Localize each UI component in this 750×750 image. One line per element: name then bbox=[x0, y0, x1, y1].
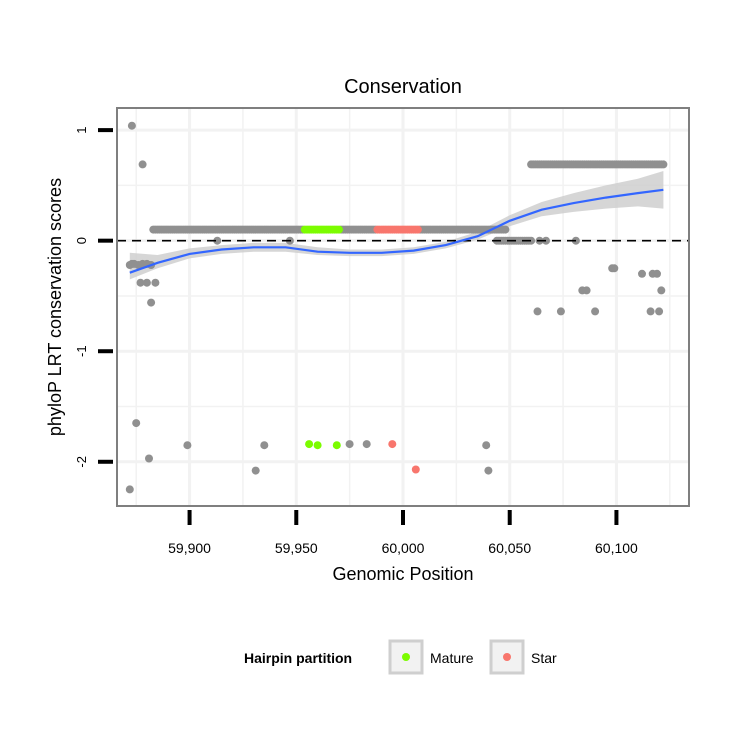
data-point-other bbox=[556, 307, 565, 316]
data-point-other bbox=[142, 278, 151, 287]
legend-key-mature-dot bbox=[402, 653, 410, 661]
data-point-other bbox=[655, 307, 664, 316]
data-point-mature bbox=[335, 225, 343, 234]
panel-border bbox=[116, 107, 690, 507]
data-point-other bbox=[183, 441, 192, 450]
data-point-other bbox=[578, 286, 587, 295]
data-point-other bbox=[362, 440, 371, 449]
x-tick-label: 60,050 bbox=[488, 540, 531, 556]
data-point-star bbox=[411, 465, 420, 474]
y-axis-label: phyloP LRT conservation scores bbox=[45, 178, 65, 436]
y-tick-label: 1 bbox=[74, 126, 89, 133]
data-points-layer bbox=[125, 121, 668, 494]
data-point-other bbox=[151, 278, 160, 287]
data-point-other bbox=[659, 160, 668, 169]
y-axis: -2 -1 0 1 bbox=[74, 126, 113, 468]
data-point-mature bbox=[305, 440, 314, 449]
data-point-other bbox=[591, 307, 600, 316]
data-point-other bbox=[125, 485, 134, 494]
data-point-other bbox=[653, 269, 661, 278]
data-point-star bbox=[388, 440, 397, 449]
data-point-other bbox=[484, 466, 493, 475]
x-axis-label: Genomic Position bbox=[332, 564, 473, 584]
data-point-other bbox=[127, 121, 136, 130]
data-point-other bbox=[482, 441, 491, 450]
data-point-other bbox=[501, 225, 510, 234]
data-point-other bbox=[610, 264, 619, 273]
x-axis: 59,900 59,950 60,000 60,050 60,100 bbox=[168, 510, 638, 556]
plot-panel bbox=[116, 107, 690, 507]
x-tick-label: 60,000 bbox=[382, 540, 425, 556]
x-tick-label: 59,900 bbox=[168, 540, 211, 556]
y-tick-label: 0 bbox=[74, 237, 89, 244]
data-point-star bbox=[413, 225, 422, 234]
data-point-other bbox=[527, 236, 536, 245]
series-mature bbox=[300, 225, 343, 450]
legend: Hairpin partition Mature Star bbox=[244, 639, 557, 675]
smooth-curve-layer bbox=[129, 188, 664, 274]
data-point-other bbox=[646, 307, 655, 316]
smooth-curve-line bbox=[129, 188, 664, 274]
chart-title: Conservation bbox=[344, 76, 462, 98]
data-point-other bbox=[260, 441, 269, 450]
data-point-other bbox=[213, 236, 222, 245]
x-tick-label: 60,100 bbox=[595, 540, 638, 556]
legend-key-star-dot bbox=[503, 653, 511, 661]
data-point-other bbox=[657, 286, 666, 295]
data-point-other bbox=[533, 307, 542, 316]
data-point-mature bbox=[313, 441, 322, 450]
legend-title: Hairpin partition bbox=[244, 650, 352, 666]
data-point-other bbox=[251, 466, 260, 475]
legend-label-star: Star bbox=[531, 650, 557, 666]
y-tick-label: -1 bbox=[74, 345, 89, 357]
data-point-other bbox=[132, 419, 141, 428]
data-point-mature bbox=[332, 441, 341, 450]
data-point-other bbox=[147, 298, 156, 307]
y-tick-label: -2 bbox=[74, 456, 89, 468]
data-point-other bbox=[145, 454, 153, 463]
data-point-other bbox=[136, 278, 145, 287]
series-star bbox=[373, 225, 422, 474]
data-point-other bbox=[138, 160, 147, 169]
legend-label-mature: Mature bbox=[430, 650, 474, 666]
data-point-other bbox=[638, 269, 646, 278]
data-point-other bbox=[345, 440, 354, 449]
x-tick-label: 59,950 bbox=[275, 540, 318, 556]
